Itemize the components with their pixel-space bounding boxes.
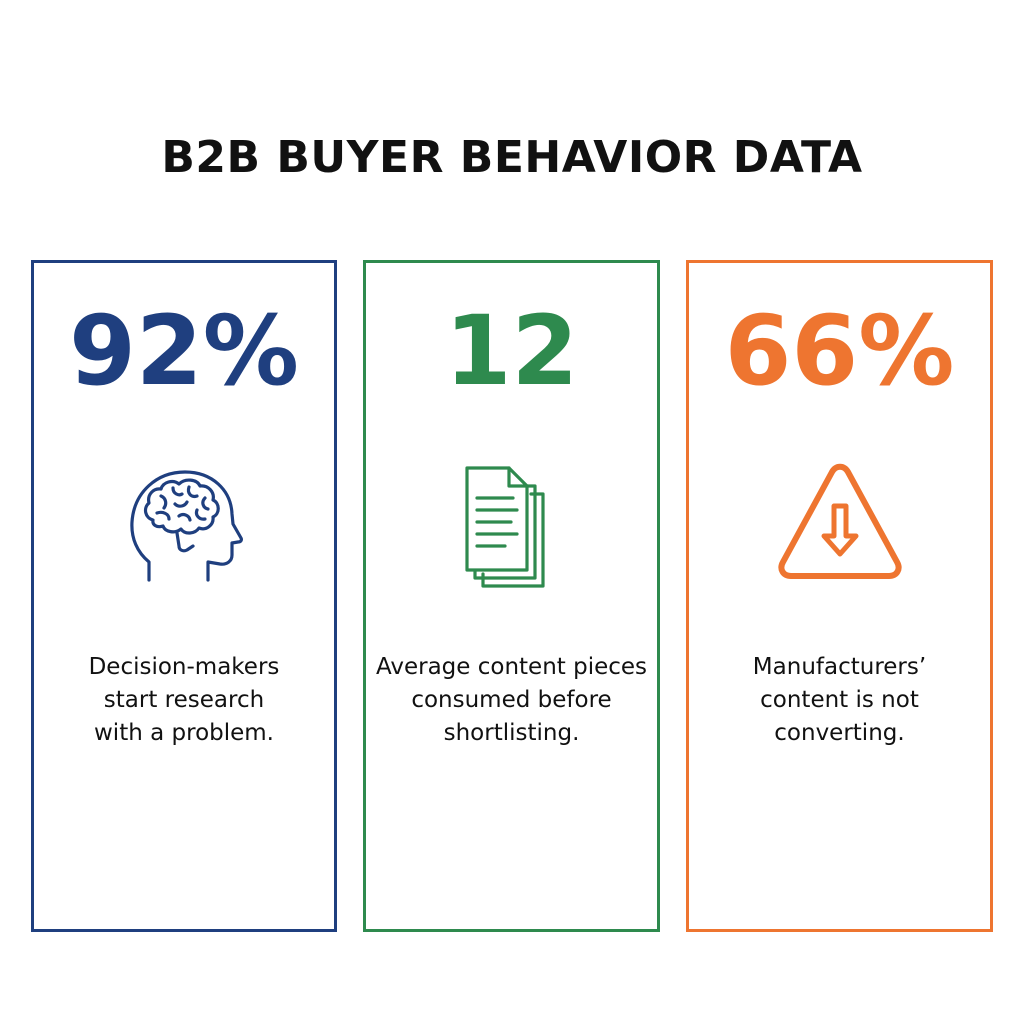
- stat-card-content-pieces: 12 Average content pieces consumed befor…: [363, 260, 660, 932]
- brain-head-icon: [119, 458, 249, 588]
- caption-line: shortlisting.: [443, 720, 580, 746]
- caption-line: converting.: [774, 720, 905, 746]
- stat-value: 92%: [69, 295, 299, 407]
- stat-value: 66%: [724, 295, 955, 407]
- stat-value: 12: [444, 295, 579, 407]
- warning-down-arrow-icon: [775, 458, 905, 588]
- stat-caption: Manufacturers’ content is not converting…: [695, 651, 984, 750]
- caption-line: with a problem.: [94, 720, 274, 746]
- caption-line: content is not: [760, 687, 919, 713]
- page-title: B2B BUYER BEHAVIOR DATA: [161, 132, 863, 183]
- stat-card-decision-makers: 92% Decision-makers start research with …: [31, 260, 337, 932]
- documents-icon: [447, 458, 577, 588]
- caption-line: consumed before: [411, 687, 612, 713]
- stat-caption: Decision-makers start research with a pr…: [40, 651, 328, 750]
- stat-card-not-converting: 66% Manufacturers’ content is not conver…: [686, 260, 993, 932]
- caption-line: Average content pieces: [375, 654, 648, 680]
- caption-line: start research: [103, 687, 265, 713]
- caption-line: Manufacturers’: [752, 654, 927, 680]
- caption-line: Decision-makers: [88, 654, 280, 680]
- stat-caption: Average content pieces consumed before s…: [372, 651, 651, 750]
